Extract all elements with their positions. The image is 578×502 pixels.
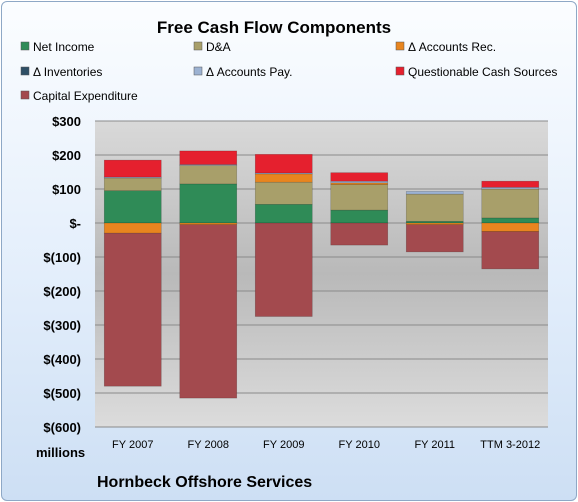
bar-segment — [254, 173, 313, 183]
legend-entry: Δ Inventories — [33, 65, 102, 79]
bar-segment — [481, 187, 540, 190]
bar-segment — [254, 181, 313, 205]
legend-swatch — [20, 90, 30, 100]
x-tick-label: FY 2008 — [188, 439, 229, 451]
legend-entry: Net Income — [33, 40, 95, 54]
bar-segment — [481, 217, 540, 224]
y-tick-label: $100 — [52, 182, 81, 197]
y-tick-label: $(600) — [43, 420, 81, 435]
bar-segment — [481, 231, 540, 270]
bar-segment — [481, 188, 540, 219]
bar-segment — [330, 209, 389, 224]
y-tick-label: $(500) — [43, 386, 81, 401]
y-tick-label: $(300) — [43, 318, 81, 333]
bar-segment — [103, 177, 162, 191]
y-tick-label: $200 — [52, 148, 81, 163]
legend-swatch — [20, 66, 30, 76]
y-tick-label: $300 — [52, 114, 81, 129]
x-tick-label: FY 2007 — [112, 439, 153, 451]
legend-swatch — [395, 66, 405, 76]
legend-swatch — [193, 41, 203, 51]
y-tick-label: $(400) — [43, 352, 81, 367]
legend-swatch — [193, 66, 203, 76]
bar-segment — [330, 172, 389, 182]
legend-swatch — [20, 41, 30, 51]
legend-entry: Questionable Cash Sources — [408, 65, 557, 79]
legend-entry: Δ Accounts Pay. — [206, 65, 293, 79]
legend-entry: D&A — [206, 40, 231, 54]
legend-entry: Δ Accounts Rec. — [408, 40, 496, 54]
legend-entry: Capital Expenditure — [33, 89, 138, 103]
bar-segment — [405, 224, 464, 253]
y-axis-ticks: $300 $200 $100 $- $(100) $(200) $(300) $(400) $(… — [43, 114, 81, 435]
legend: Net Income D&A Δ Accounts Rec. Δ Inventorie… — [20, 40, 557, 103]
bar-segment — [405, 191, 464, 195]
x-axis-ticks: FY 2007 FY 2008 FY 2009 FY 2010 FY 2011 TTM 3… — [112, 439, 540, 451]
company-name: Hornbeck Offshore Services — [97, 474, 312, 491]
x-tick-label: TTM 3-2012 — [480, 439, 540, 451]
bar-segment — [179, 164, 238, 185]
gridlines — [95, 120, 548, 428]
bar-segment — [179, 183, 238, 224]
y-tick-label: $- — [69, 216, 81, 231]
plot-area — [95, 121, 548, 427]
bar-segment — [254, 222, 313, 317]
bar-segment — [103, 232, 162, 387]
bar-segment — [103, 159, 162, 178]
bar-segment — [330, 182, 389, 185]
y-tick-label: $(200) — [43, 284, 81, 299]
bar-segment — [179, 224, 238, 399]
bar-segment — [330, 222, 389, 246]
bar-segment — [405, 193, 464, 222]
x-tick-label: FY 2009 — [263, 439, 304, 451]
chart-title: Free Cash Flow Components — [157, 18, 391, 37]
bar-segment — [254, 204, 313, 224]
x-tick-label: FY 2010 — [339, 439, 380, 451]
bar-segment — [330, 184, 389, 211]
legend-swatch — [395, 41, 405, 51]
bar-segment — [103, 222, 162, 234]
x-tick-label: FY 2011 — [414, 439, 455, 451]
bar-segment — [254, 154, 313, 174]
bar-segment — [103, 190, 162, 224]
bar-segment — [481, 222, 540, 232]
y-axis-unit-label: millions — [36, 445, 85, 460]
bar-segment — [481, 180, 540, 188]
bar-segment — [179, 150, 238, 165]
bars — [103, 150, 540, 399]
y-tick-label: $(100) — [43, 250, 81, 265]
